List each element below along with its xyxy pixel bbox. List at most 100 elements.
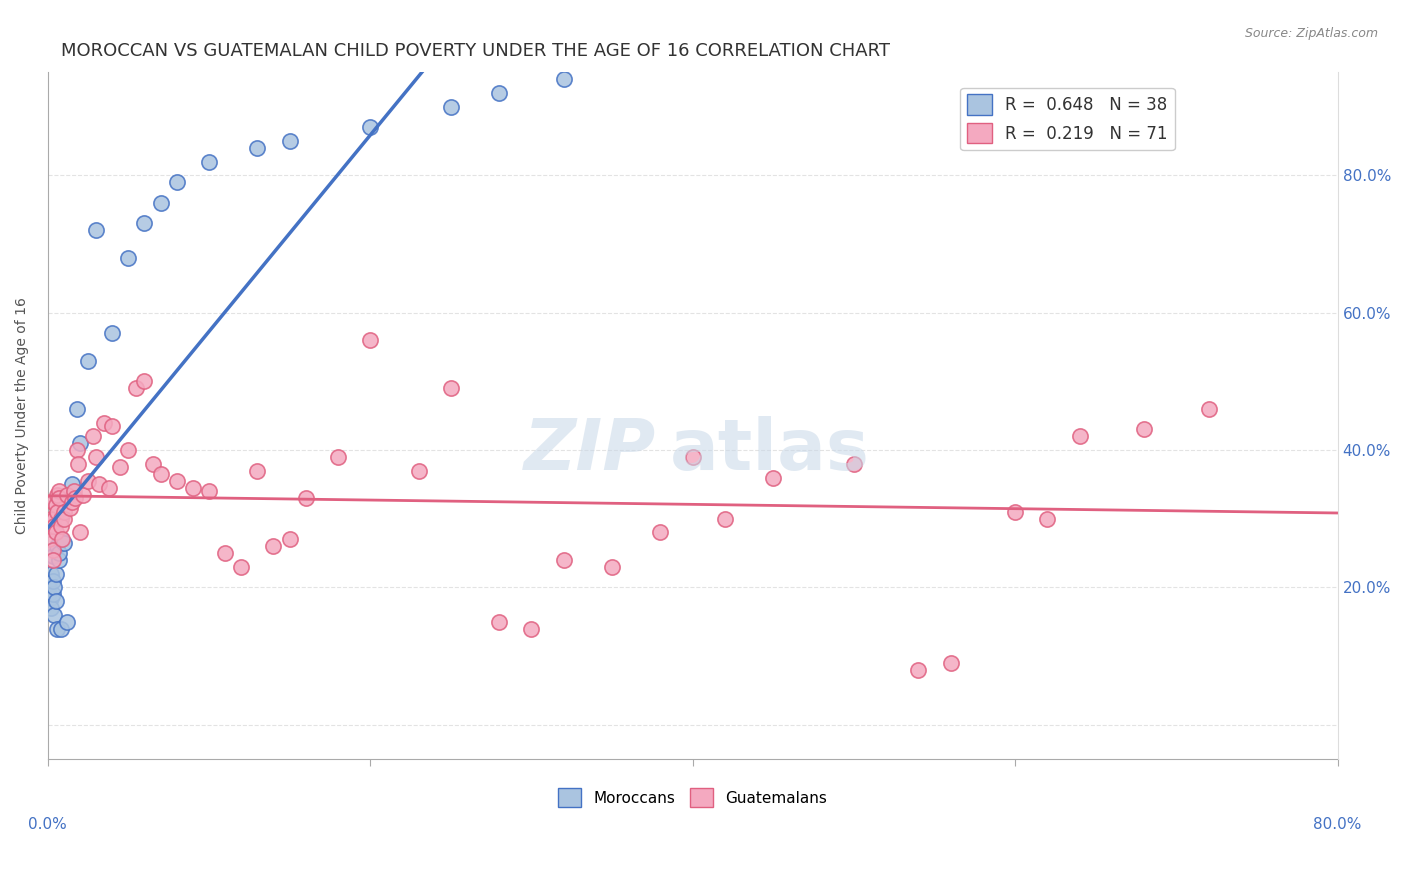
Moroccans — [38, 587, 60, 601]
Guatemalans — [41, 494, 63, 508]
Moroccans — [45, 594, 67, 608]
Guatemalans — [842, 457, 865, 471]
Moroccans — [60, 477, 83, 491]
Guatemalans — [89, 477, 111, 491]
Guatemalans — [762, 470, 785, 484]
Moroccans — [46, 539, 69, 553]
Guatemalans — [39, 518, 62, 533]
Moroccans — [66, 401, 89, 416]
Guatemalans — [45, 525, 67, 540]
Guatemalans — [59, 501, 82, 516]
Guatemalans — [46, 505, 69, 519]
Moroccans — [39, 601, 62, 615]
Guatemalans — [134, 375, 156, 389]
Guatemalans — [45, 498, 67, 512]
Moroccans — [44, 580, 66, 594]
Guatemalans — [48, 491, 70, 505]
Guatemalans — [246, 464, 269, 478]
Guatemalans — [714, 512, 737, 526]
Guatemalans — [650, 525, 672, 540]
Moroccans — [56, 615, 79, 629]
Moroccans — [149, 195, 172, 210]
Guatemalans — [44, 512, 66, 526]
Moroccans — [46, 622, 69, 636]
Guatemalans — [907, 663, 929, 677]
Moroccans — [49, 622, 72, 636]
Moroccans — [49, 533, 72, 547]
Guatemalans — [49, 512, 72, 526]
Guatemalans — [1198, 401, 1220, 416]
Moroccans — [41, 574, 63, 588]
Guatemalans — [56, 488, 79, 502]
Guatemalans — [166, 474, 188, 488]
Guatemalans — [41, 542, 63, 557]
Guatemalans — [142, 457, 165, 471]
Moroccans — [488, 86, 510, 100]
Guatemalans — [231, 559, 253, 574]
Guatemalans — [488, 615, 510, 629]
Moroccans — [39, 591, 62, 605]
Text: atlas: atlas — [671, 416, 870, 484]
Guatemalans — [214, 546, 236, 560]
Moroccans — [246, 141, 269, 155]
Moroccans — [84, 223, 107, 237]
Moroccans — [41, 587, 63, 601]
Text: 80.0%: 80.0% — [1313, 817, 1362, 832]
Moroccans — [77, 353, 100, 368]
Legend: Moroccans, Guatemalans: Moroccans, Guatemalans — [553, 782, 834, 814]
Moroccans — [45, 566, 67, 581]
Text: Source: ZipAtlas.com: Source: ZipAtlas.com — [1244, 27, 1378, 40]
Guatemalans — [125, 381, 148, 395]
Guatemalans — [46, 488, 69, 502]
Text: 0.0%: 0.0% — [28, 817, 67, 832]
Guatemalans — [294, 491, 316, 505]
Guatemalans — [44, 518, 66, 533]
Guatemalans — [359, 333, 381, 347]
Guatemalans — [38, 522, 60, 536]
Guatemalans — [520, 622, 543, 636]
Guatemalans — [117, 443, 139, 458]
Guatemalans — [101, 419, 124, 434]
Guatemalans — [326, 450, 349, 464]
Moroccans — [101, 326, 124, 341]
Guatemalans — [939, 656, 962, 670]
Guatemalans — [52, 505, 75, 519]
Moroccans — [38, 580, 60, 594]
Guatemalans — [1069, 429, 1091, 443]
Text: MOROCCAN VS GUATEMALAN CHILD POVERTY UNDER THE AGE OF 16 CORRELATION CHART: MOROCCAN VS GUATEMALAN CHILD POVERTY UND… — [60, 42, 890, 60]
Guatemalans — [67, 457, 90, 471]
Guatemalans — [38, 533, 60, 547]
Moroccans — [48, 546, 70, 560]
Moroccans — [48, 553, 70, 567]
Guatemalans — [66, 443, 89, 458]
Guatemalans — [1004, 505, 1026, 519]
Guatemalans — [263, 539, 285, 553]
Guatemalans — [440, 381, 463, 395]
Guatemalans — [1133, 422, 1156, 436]
Moroccans — [38, 574, 60, 588]
Moroccans — [44, 607, 66, 622]
Moroccans — [359, 120, 381, 135]
Guatemalans — [60, 494, 83, 508]
Guatemalans — [600, 559, 623, 574]
Guatemalans — [77, 474, 100, 488]
Moroccans — [69, 436, 91, 450]
Moroccans — [553, 72, 575, 87]
Guatemalans — [72, 488, 94, 502]
Guatemalans — [1036, 512, 1059, 526]
Moroccans — [52, 535, 75, 549]
Guatemalans — [63, 491, 86, 505]
Moroccans — [166, 175, 188, 189]
Moroccans — [41, 549, 63, 564]
Moroccans — [198, 154, 221, 169]
Guatemalans — [408, 464, 430, 478]
Guatemalans — [553, 553, 575, 567]
Guatemalans — [52, 512, 75, 526]
Moroccans — [134, 217, 156, 231]
Guatemalans — [48, 484, 70, 499]
Moroccans — [440, 100, 463, 114]
Guatemalans — [69, 525, 91, 540]
Guatemalans — [181, 481, 204, 495]
Guatemalans — [51, 533, 73, 547]
Guatemalans — [93, 416, 115, 430]
